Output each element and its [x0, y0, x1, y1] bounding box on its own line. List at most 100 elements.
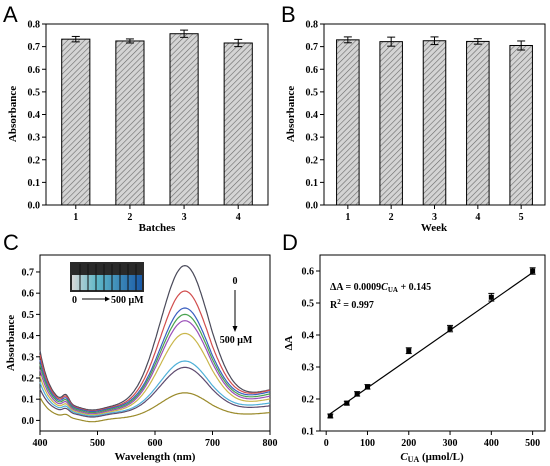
panel-b-x-ticks: 1 2 3 4 5: [345, 205, 524, 223]
panel-c-y-tick-label: 0.7: [22, 267, 35, 278]
panel-a-y-tick-label: 0.2: [28, 155, 41, 166]
panel-d-data-point: [530, 268, 536, 274]
panel-a-y-tick-label: 0.4: [28, 110, 41, 121]
panel-c-spectra-chart: 0.0 0.1 0.2 0.3 0.4 0.5 0.6 0.7 400 500 600 700 800…: [5, 254, 278, 463]
panel-c-x-tick-label: 700: [205, 438, 220, 449]
panel-d-y-ticks: 0.1 0.2 0.3 0.4 0.5 0.6: [302, 267, 320, 438]
panel-a-bar-chart: 0.0 0.1 0.2 0.3 0.4 0.5 0.6 0.7 0.8 1 2 3 4 Batches…: [7, 20, 269, 234]
panel-c-concentration-arrowhead: [232, 326, 238, 332]
panel-b-y-tick-label: 0.3: [306, 133, 319, 144]
panel-a-x-axis-label: Batches: [139, 222, 176, 234]
panel-c-inset-start-label: 0: [72, 295, 77, 306]
panel-b-bars: [336, 36, 533, 206]
panel-d-fit-line-group: [327, 270, 536, 416]
panel-letter-c: C: [3, 230, 19, 255]
panel-a-x-tick-label: 2: [127, 212, 132, 223]
panel-d-data-point: [406, 348, 412, 354]
panel-a-y-tick-label: 0.1: [28, 178, 41, 189]
panel-b-bar: [422, 40, 447, 206]
panel-b-y-tick-label: 0.4: [306, 110, 319, 121]
panel-a-y-tick-label: 0.8: [28, 20, 41, 31]
panel-a-bar: [61, 38, 91, 206]
panel-a-y-ticks: 0.0 0.1 0.2 0.3 0.4 0.5 0.6 0.7 0.8: [28, 20, 46, 212]
panel-c-spectrum-line: [39, 360, 271, 417]
panel-b-y-tick-label: 0.2: [306, 155, 319, 166]
panel-b-bar: [379, 41, 403, 206]
panel-letter-d: D: [282, 230, 298, 255]
panel-d-plot-frame: [319, 254, 546, 432]
panel-d-x-tick-label: 200: [401, 438, 416, 449]
panel-b-y-ticks: 0.0 0.1 0.2 0.3 0.4 0.5 0.6 0.7 0.8: [306, 20, 324, 212]
panel-d-data-point: [344, 400, 350, 406]
panel-c-inset-end-label: 500 μM: [111, 295, 144, 306]
panel-c-concentration-bottom-label: 500 μM: [220, 335, 253, 346]
panel-b-x-tick-label: 5: [519, 212, 524, 223]
panel-d-r-squared: R2 = 0.997: [330, 298, 374, 311]
panel-d-y-tick-label: 0.1: [302, 427, 315, 438]
panel-a-bar: [223, 42, 253, 206]
panel-d-x-tick-label: 500: [525, 438, 540, 449]
panel-c-inset-vials-photo: [70, 262, 144, 292]
panel-d-y-axis-label: ΔA: [283, 336, 295, 351]
panel-b-x-tick-label: 3: [432, 212, 437, 223]
panel-d-x-ticks: 0 100 200 300 400 500: [324, 431, 540, 449]
panel-a-y-tick-label: 0.0: [28, 201, 41, 212]
panel-d-x-axis-label: CUA (μmol/L): [400, 451, 464, 464]
panel-c-spectrum-line: [39, 320, 271, 415]
panel-a-x-tick-label: 4: [236, 212, 241, 223]
panel-c-spectrum-line: [39, 366, 271, 418]
panel-a-bar: [169, 33, 199, 206]
panel-d-x-tick-label: 400: [484, 438, 499, 449]
panel-c-y-tick-label: 0.6: [22, 289, 35, 300]
panel-d-calibration-chart: 0.1 0.2 0.3 0.4 0.5 0.6 0 100 200 300 400 500 CUA …: [283, 254, 546, 464]
panel-c-y-tick-label: 0.3: [22, 352, 35, 363]
panel-d-data-point: [364, 384, 370, 390]
panel-c-y-axis-label: Absorbance: [5, 315, 17, 371]
panel-b-bar: [336, 39, 360, 206]
panel-a-x-ticks: 1 2 3 4: [73, 205, 241, 223]
panel-b-x-tick-label: 4: [475, 212, 480, 223]
panel-b-y-tick-label: 0.0: [306, 201, 319, 212]
panel-c-y-tick-label: 0.1: [22, 395, 35, 406]
panel-c-y-tick-label: 0.2: [22, 373, 35, 384]
panel-a-x-tick-label: 1: [73, 212, 78, 223]
panel-c-x-tick-label: 600: [148, 438, 163, 449]
panel-c-y-tick-label: 0.4: [22, 331, 35, 342]
panel-d-data-point: [354, 391, 360, 397]
panel-b-x-axis-label: Week: [421, 222, 448, 234]
panel-d-data-point: [327, 413, 333, 419]
panel-b-y-tick-label: 0.1: [306, 178, 319, 189]
panel-b-y-tick-label: 0.8: [306, 20, 319, 31]
panel-c-x-tick-label: 400: [33, 438, 48, 449]
panel-a-y-tick-label: 0.6: [28, 65, 41, 76]
panel-c-y-tick-label: 0.5: [22, 310, 35, 321]
panel-c-y-tick-label: 0.0: [22, 416, 35, 427]
panel-b-y-tick-label: 0.6: [306, 65, 319, 76]
panel-c-spectrum-line: [39, 264, 271, 411]
panel-d-x-tick-label: 100: [360, 438, 375, 449]
panel-d-y-tick-label: 0.6: [302, 267, 315, 278]
panel-c-inset-arrowhead: [105, 296, 110, 302]
panel-d-y-tick-label: 0.5: [302, 299, 315, 310]
panel-a-y-tick-label: 0.7: [28, 42, 41, 53]
panel-a-y-axis-label: Absorbance: [7, 86, 19, 142]
panel-d-x-tick-label: 300: [443, 438, 458, 449]
panel-c-x-tick-label: 500: [90, 438, 105, 449]
panel-c-spectrum-line: [39, 290, 271, 412]
panel-a-x-tick-label: 3: [182, 212, 187, 223]
panel-c-spectrum-line: [39, 307, 271, 413]
panel-d-x-tick-label: 0: [324, 438, 329, 449]
panel-c-x-axis-label: Wavelength (nm): [115, 451, 196, 463]
panel-d-y-tick-label: 0.2: [302, 395, 315, 406]
panel-a-y-tick-label: 0.5: [28, 87, 41, 98]
panel-c-y-ticks: 0.0 0.1 0.2 0.3 0.4 0.5 0.6 0.7: [22, 267, 40, 427]
panel-b-x-tick-label: 1: [345, 212, 350, 223]
panel-a-bars: [61, 29, 253, 206]
panel-letter-b: B: [281, 2, 296, 27]
panel-b-y-tick-label: 0.5: [306, 87, 319, 98]
panel-d-y-tick-label: 0.3: [302, 363, 315, 374]
panel-d-fit-line: [327, 270, 536, 416]
panel-d-data-point: [447, 326, 453, 332]
panel-d-points: [327, 267, 536, 419]
